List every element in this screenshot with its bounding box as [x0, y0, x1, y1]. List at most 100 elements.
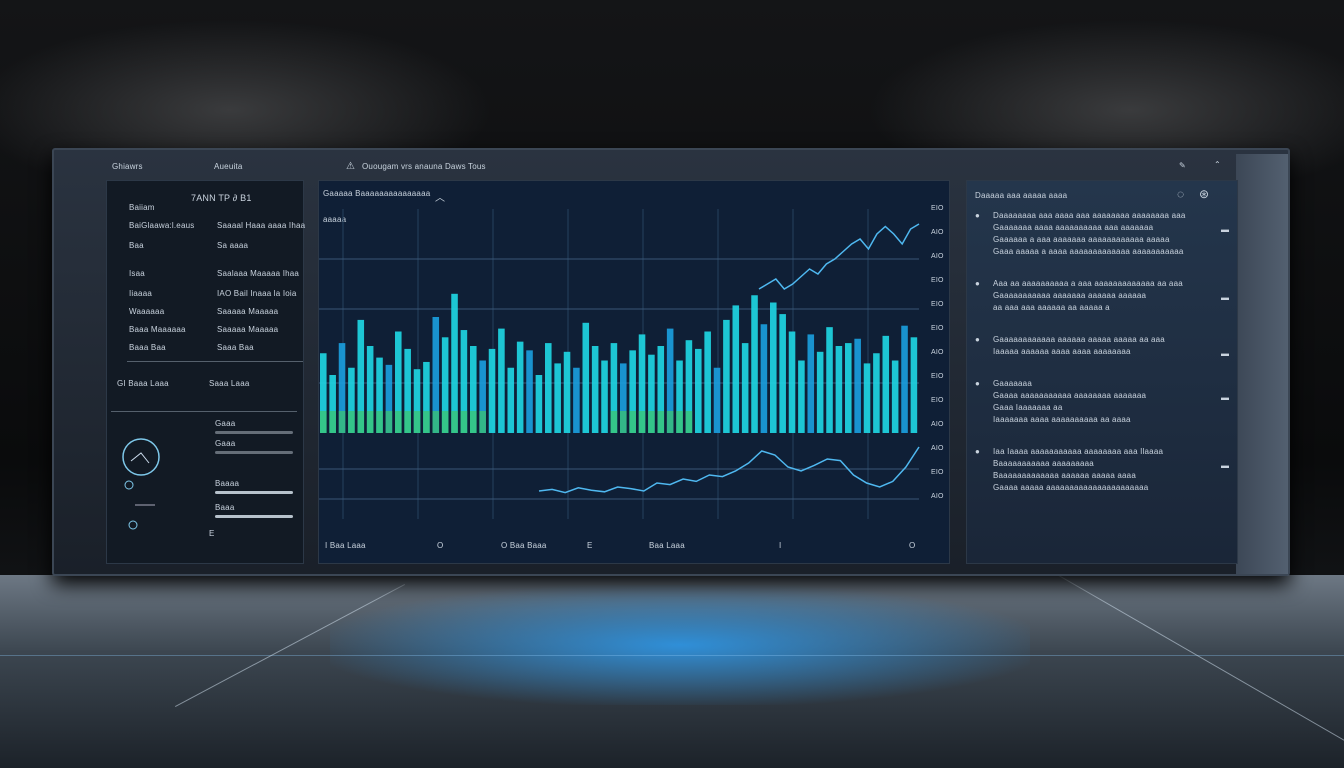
bar — [657, 346, 665, 433]
control-label: Gaaa — [215, 439, 236, 448]
y-tick: EIO — [931, 325, 944, 332]
bar — [338, 343, 346, 433]
bar — [854, 338, 861, 433]
bar — [320, 353, 327, 433]
bar-base — [385, 411, 393, 433]
item-text: Gaaaaaaaaaaa aaaaaaa aaaaaa aaaaaa — [993, 291, 1147, 300]
bar-base — [441, 411, 449, 433]
bar — [732, 305, 740, 433]
chevron-up-icon[interactable]: ⌃ — [1214, 160, 1221, 169]
alert-triangle-icon: ⚠ — [346, 161, 356, 172]
bar — [816, 351, 824, 433]
bar-base — [376, 411, 383, 433]
control-label: Baaa — [215, 503, 235, 512]
item-menu-icon[interactable]: ▬ — [1221, 349, 1230, 358]
chart-footer-item[interactable]: Baa Laaa — [649, 541, 685, 550]
bar — [516, 341, 524, 433]
control-label: Baaaa — [215, 479, 240, 488]
bar — [666, 328, 674, 433]
bar-base — [479, 411, 486, 433]
bar — [507, 367, 515, 433]
bar — [479, 360, 486, 433]
y-tick: EIO — [931, 301, 944, 308]
row-label: Waaaaaa — [129, 307, 165, 316]
control-slider[interactable] — [215, 491, 293, 494]
item-menu-icon[interactable]: ▬ — [1221, 461, 1230, 470]
item-bullet-icon: ● — [975, 447, 981, 456]
control-slider[interactable] — [215, 515, 293, 518]
row-label: Baaa Baa — [129, 343, 166, 352]
item-menu-icon[interactable]: ▬ — [1221, 393, 1230, 402]
item-text: Iaaaaaaa aaaa aaaaaaaaaa aa aaaa — [993, 415, 1131, 424]
bar-base — [666, 411, 674, 433]
bar — [751, 295, 758, 433]
row-value: Sa aaaa — [217, 241, 249, 250]
bar — [395, 331, 402, 433]
y-tick: AIO — [931, 349, 944, 356]
bar — [676, 360, 683, 433]
bar-chart — [319, 209, 920, 519]
bar — [788, 331, 796, 433]
series-line — [538, 446, 920, 494]
chart-footer-item[interactable]: I — [779, 541, 782, 550]
item-bullet-icon: ● — [975, 279, 981, 288]
bar — [563, 351, 571, 433]
y-tick: EIO — [931, 397, 944, 404]
row-label: BaiGlaawa:l.eaus — [129, 221, 195, 230]
refresh-icon[interactable]: ◌ — [1177, 187, 1185, 201]
item-text: Gaaaaaaaaaaaa aaaaaa aaaaa aaaaa aa aaa — [993, 335, 1165, 344]
bar — [573, 367, 580, 433]
bar — [863, 363, 871, 433]
bar — [498, 328, 505, 433]
bar-base — [357, 411, 365, 433]
control-slider[interactable] — [215, 451, 293, 454]
item-text: Gaaaa aaaaaaaaaaa aaaaaaaa aaaaaaa — [993, 391, 1147, 400]
bar — [873, 353, 880, 433]
left-footer-label: GI Baaa Laaa — [117, 379, 169, 388]
bar — [348, 367, 355, 433]
chart-footer-item[interactable]: E — [587, 541, 593, 550]
item-menu-icon[interactable]: ▬ — [1221, 293, 1230, 302]
bar-base — [432, 411, 440, 433]
bar — [629, 350, 636, 433]
bar-base — [348, 411, 355, 433]
floor-reflection — [0, 575, 1344, 768]
settings-icon[interactable]: ⊛ — [1199, 187, 1210, 201]
right-panel: Daaaaa aaa aaaaa aaaa ◌ ⊛ ● ▬ Daaaaaaaa aa… — [966, 180, 1238, 564]
y-label: aaaaa — [323, 215, 347, 224]
minimize-icon[interactable]: ✎ — [1179, 161, 1186, 170]
bar — [545, 343, 552, 433]
bar-base — [648, 411, 655, 433]
chevron-up-icon[interactable]: ︿ — [435, 193, 446, 204]
item-text: Gaaaaaaa aaaa aaaaaaaaaa aaa aaaaaaa — [993, 223, 1154, 232]
item-menu-icon[interactable]: ▬ — [1221, 225, 1230, 234]
bar — [760, 324, 768, 433]
bar — [526, 350, 533, 433]
y-tick: AIO — [931, 445, 944, 452]
item-text: Daaaaaaaa aaa aaaa aaa aaaaaaaa aaaaaaaa… — [993, 211, 1186, 220]
row-label: Baaa Maaaaaa — [129, 325, 186, 334]
bar — [648, 354, 655, 433]
chart-footer-item[interactable]: I Baa Laaa — [325, 541, 366, 550]
chart-footer-item[interactable]: O Baa Baaa — [501, 541, 547, 550]
series-line — [758, 223, 920, 290]
bar-base — [423, 411, 430, 433]
bar — [582, 322, 590, 433]
chart-footer-item[interactable]: O — [437, 541, 444, 550]
control-slider[interactable] — [215, 431, 293, 434]
bar — [910, 337, 918, 433]
bar-base — [629, 411, 636, 433]
bar-base — [470, 411, 477, 433]
chart-footer-item[interactable]: O — [909, 541, 916, 550]
y-tick: EIO — [931, 205, 944, 212]
bar — [620, 363, 627, 433]
bar-base — [366, 411, 374, 433]
bar — [451, 293, 458, 433]
bar — [713, 367, 721, 433]
item-bullet-icon: ● — [975, 335, 981, 344]
bar-base — [329, 411, 336, 433]
left-heading: 7ANN TP ∂ B1 — [191, 193, 252, 203]
bar-base — [395, 411, 402, 433]
item-text: Iaaaaa aaaaaa aaaa aaaa aaaaaaaa — [993, 347, 1131, 356]
bar — [685, 340, 693, 433]
